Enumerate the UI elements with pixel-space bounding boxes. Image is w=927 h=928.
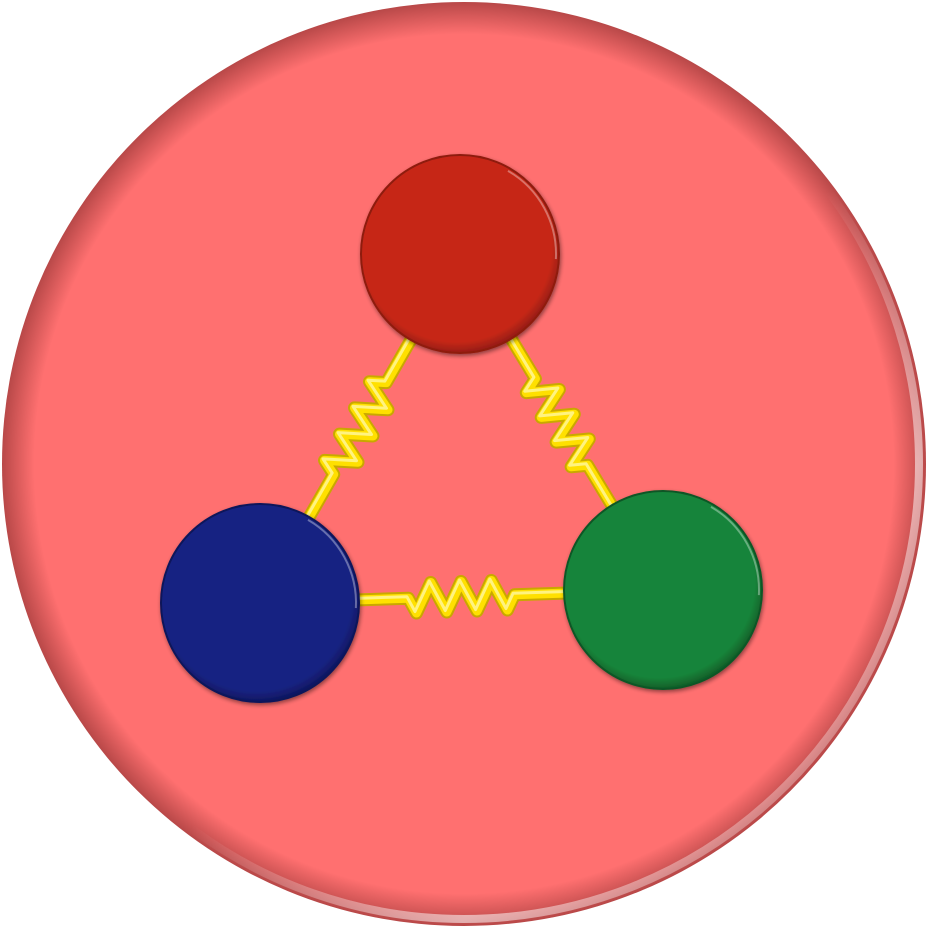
spring-body	[502, 327, 621, 517]
particle-right-highlight	[566, 493, 760, 687]
spring-highlight	[504, 328, 616, 513]
disc-rim-highlight	[5, 5, 923, 923]
particles	[160, 154, 763, 703]
particle-top-body	[360, 154, 560, 354]
particle-right-body	[563, 490, 763, 690]
particle-right	[563, 490, 763, 690]
particle-left	[160, 503, 360, 703]
spring-highlight	[348, 577, 572, 613]
spring-left-right	[344, 574, 579, 620]
spring-top-left	[298, 326, 422, 531]
particle-left-highlight	[163, 506, 357, 700]
springs	[298, 325, 623, 620]
spring-highlight	[302, 330, 415, 524]
spring-top-right	[500, 325, 623, 519]
particle-top-highlight	[363, 157, 557, 351]
particle-top	[360, 154, 560, 354]
particle-left-body	[160, 503, 360, 703]
